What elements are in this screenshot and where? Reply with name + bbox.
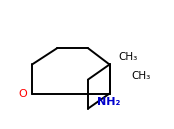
Text: O: O (19, 88, 27, 99)
Text: CH₃: CH₃ (131, 71, 150, 81)
Text: CH₃: CH₃ (118, 52, 138, 62)
Text: NH₂: NH₂ (97, 97, 120, 107)
